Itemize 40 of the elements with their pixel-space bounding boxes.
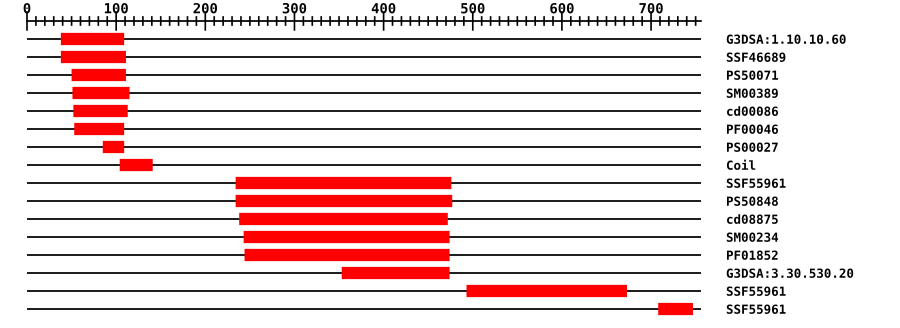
y-tick-label: SSF55961: [726, 304, 786, 314]
bar: [466, 284, 628, 298]
x-tick-label: 400: [372, 2, 396, 14]
bar: [72, 68, 126, 82]
y-tick-label: SSF46689: [726, 52, 786, 62]
y-tick-label: Coil: [726, 160, 756, 170]
x-tick-label: 0: [24, 2, 30, 14]
x-tick-label: 300: [282, 2, 306, 14]
y-tick-label: cd00086: [727, 106, 778, 116]
y-tick-label: PS00027: [726, 142, 778, 152]
bar: [60, 50, 126, 64]
x-tick-label: 100: [104, 2, 128, 14]
y-tick-label: PS50848: [726, 196, 778, 206]
y-tick-label: SM00234: [726, 232, 778, 242]
bar: [74, 122, 124, 136]
y-tick-label: PF00046: [726, 124, 778, 134]
y-tick-label: PF01852: [726, 250, 778, 260]
bar: [236, 194, 452, 208]
bar: [342, 266, 450, 280]
bar: [73, 104, 128, 118]
bar: [658, 302, 693, 316]
y-tick-label: cd08875: [727, 214, 778, 224]
bar: [239, 212, 448, 226]
y-tick-label: SSF55961: [726, 286, 786, 296]
x-tick-label: 500: [461, 2, 484, 14]
bar: [120, 158, 153, 172]
bar: [102, 140, 124, 154]
y-tick-label: PS50071: [726, 70, 778, 80]
bar: [60, 32, 124, 46]
x-tick-label: 700: [639, 2, 663, 14]
bar: [244, 248, 450, 262]
y-tick-label: SSF55961: [726, 178, 786, 188]
x-tick-label: 200: [194, 2, 218, 14]
bar: [244, 230, 450, 244]
bar: [236, 176, 452, 190]
x-tick-label: 600: [550, 2, 574, 14]
bar: [72, 86, 130, 100]
y-tick-label: G3DSA:1.10.10.60: [726, 34, 846, 44]
y-tick-label: SM00389: [726, 88, 778, 98]
y-tick-label: G3DSA:3.30.530.20: [726, 268, 854, 278]
